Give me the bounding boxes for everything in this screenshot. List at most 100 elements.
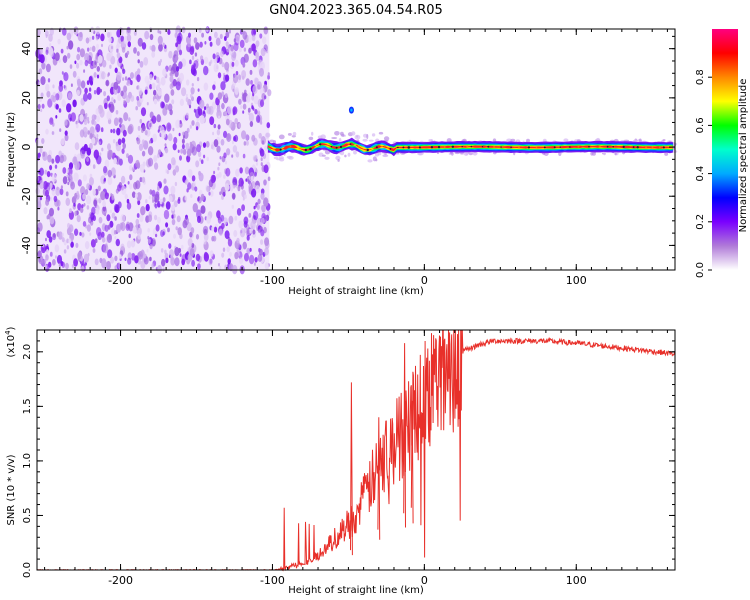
noise-speckle bbox=[157, 265, 162, 274]
noise-speckle bbox=[185, 93, 188, 98]
noise-speckle bbox=[93, 199, 98, 207]
noise-speckle bbox=[189, 141, 192, 146]
noise-speckle bbox=[127, 181, 130, 185]
noise-speckle bbox=[65, 191, 69, 197]
noise-speckle bbox=[68, 210, 74, 220]
noise-speckle bbox=[220, 214, 225, 222]
noise-speckle bbox=[136, 96, 140, 101]
noise-speckle bbox=[254, 108, 258, 115]
noise-speckle bbox=[127, 257, 132, 265]
noise-speckle bbox=[217, 92, 223, 100]
noise-speckle bbox=[76, 215, 81, 223]
noise-speckle bbox=[213, 226, 218, 233]
noise-speckle bbox=[115, 110, 119, 115]
noise-speckle bbox=[196, 77, 200, 82]
noise-speckle bbox=[122, 68, 126, 75]
noise-speckle bbox=[175, 165, 180, 173]
noise-speckle bbox=[221, 62, 225, 68]
noise-speckle bbox=[126, 198, 130, 204]
band-halo-speckle bbox=[287, 133, 292, 136]
noise-speckle bbox=[251, 188, 257, 198]
noise-speckle bbox=[126, 153, 129, 159]
noise-speckle bbox=[89, 177, 94, 186]
noise-speckle bbox=[160, 101, 165, 109]
noise-speckle bbox=[117, 94, 122, 102]
noise-speckle bbox=[77, 46, 81, 53]
band-halo-speckle bbox=[382, 154, 388, 157]
band-halo-speckle bbox=[614, 152, 617, 156]
noise-speckle bbox=[234, 118, 238, 125]
noise-speckle bbox=[183, 130, 189, 139]
noise-speckle bbox=[70, 83, 73, 87]
noise-speckle bbox=[39, 179, 45, 190]
noise-speckle bbox=[66, 103, 72, 113]
noise-speckle bbox=[84, 52, 90, 62]
noise-speckle bbox=[114, 67, 118, 74]
noise-speckle bbox=[86, 116, 90, 121]
noise-speckle bbox=[238, 177, 244, 187]
noise-speckle bbox=[211, 226, 215, 232]
noise-speckle bbox=[65, 197, 71, 206]
noise-speckle bbox=[203, 154, 206, 159]
noise-speckle bbox=[197, 88, 200, 92]
noise-speckle bbox=[82, 174, 87, 182]
noise-speckle bbox=[197, 197, 200, 202]
noise-speckle bbox=[121, 185, 127, 195]
band-dot bbox=[437, 145, 441, 149]
noise-speckle bbox=[223, 152, 227, 159]
noise-speckle bbox=[249, 247, 252, 252]
noise-speckle bbox=[74, 228, 79, 236]
noise-speckle bbox=[104, 73, 107, 78]
noise-speckle bbox=[177, 149, 180, 153]
noise-speckle bbox=[149, 33, 154, 41]
noise-speckle bbox=[83, 203, 86, 207]
noise-speckle bbox=[40, 76, 46, 86]
noise-speckle bbox=[40, 108, 43, 113]
noise-speckle bbox=[55, 93, 60, 101]
noise-speckle bbox=[111, 212, 116, 219]
noise-speckle bbox=[157, 129, 160, 133]
noise-speckle bbox=[175, 81, 181, 91]
noise-speckle bbox=[41, 103, 45, 109]
noise-speckle bbox=[184, 196, 188, 201]
noise-speckle bbox=[76, 53, 81, 61]
noise-speckle bbox=[249, 121, 254, 127]
noise-speckle bbox=[152, 199, 155, 203]
noise-speckle bbox=[101, 259, 107, 269]
noise-speckle bbox=[58, 83, 64, 92]
noise-speckle bbox=[89, 133, 93, 139]
noise-speckle bbox=[62, 167, 67, 174]
band-halo-speckle bbox=[378, 131, 384, 135]
noise-speckle bbox=[92, 188, 96, 195]
noise-speckle bbox=[120, 90, 124, 97]
noise-speckle bbox=[73, 26, 79, 35]
noise-speckle bbox=[164, 147, 169, 154]
noise-speckle bbox=[96, 88, 101, 96]
noise-speckle bbox=[137, 59, 140, 64]
noise-speckle bbox=[100, 127, 104, 133]
noise-speckle bbox=[261, 217, 265, 224]
noise-speckle bbox=[174, 257, 180, 267]
noise-speckle bbox=[79, 59, 83, 66]
noise-speckle bbox=[145, 199, 148, 204]
noise-speckle bbox=[185, 178, 189, 185]
noise-speckle bbox=[177, 32, 183, 42]
noise-speckle bbox=[66, 238, 69, 244]
noise-speckle bbox=[226, 246, 230, 253]
noise-speckle bbox=[88, 36, 92, 42]
noise-speckle bbox=[157, 149, 162, 156]
band-halo-speckle bbox=[265, 132, 271, 138]
noise-speckle bbox=[141, 139, 145, 146]
noise-speckle bbox=[262, 36, 267, 45]
noise-speckle bbox=[187, 40, 191, 48]
noise-speckle bbox=[55, 115, 58, 119]
noise-speckle bbox=[124, 193, 128, 200]
noise-speckle bbox=[76, 190, 79, 196]
band-dot bbox=[466, 145, 469, 148]
noise-speckle bbox=[113, 81, 119, 90]
noise-speckle bbox=[192, 203, 198, 213]
noise-speckle bbox=[241, 204, 246, 212]
band-dot bbox=[375, 146, 378, 149]
noise-speckle bbox=[243, 220, 248, 228]
